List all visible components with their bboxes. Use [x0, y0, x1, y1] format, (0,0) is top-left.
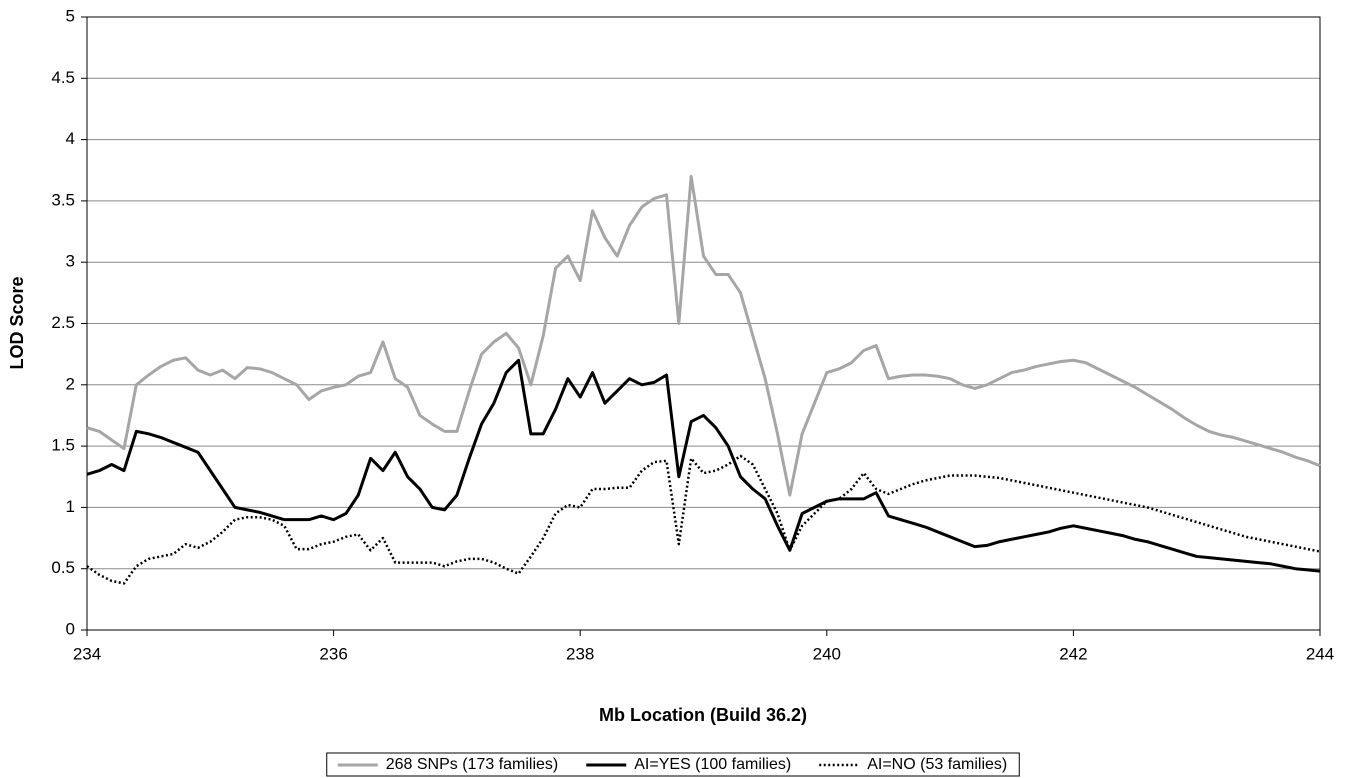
- y-tick-label: 1.5: [51, 436, 75, 455]
- x-tick-label: 240: [813, 644, 841, 663]
- y-tick-label: 0.5: [51, 558, 75, 577]
- x-tick-label: 236: [319, 644, 347, 663]
- y-tick-label: 2: [66, 374, 75, 393]
- y-tick-label: 3.5: [51, 190, 75, 209]
- series-line: [86, 454, 1321, 585]
- legend-box: [326, 752, 1020, 777]
- x-tick-label: 242: [1059, 644, 1087, 663]
- y-tick-label: 1: [66, 497, 75, 516]
- y-tick-label: 3: [66, 252, 75, 271]
- x-axis-title: Mb Location (Build 36.2): [599, 705, 807, 725]
- y-tick-label: 4.5: [51, 68, 75, 87]
- y-tick-label: 4: [66, 129, 75, 148]
- legend-label: AI=YES (100 families): [634, 756, 791, 773]
- x-tick-label: 244: [1306, 644, 1334, 663]
- legend-label: 268 SNPs (173 families): [386, 756, 559, 773]
- plot-frame: [86, 16, 1321, 631]
- legend-label: AI=NO (53 families): [867, 756, 1007, 773]
- x-tick-label: 234: [73, 644, 101, 663]
- y-tick-label: 5: [66, 6, 75, 25]
- y-tick-label: 0: [66, 619, 75, 638]
- y-axis-title: LOD Score: [7, 276, 27, 369]
- y-tick-label: 2.5: [51, 313, 75, 332]
- x-tick-label: 238: [566, 644, 594, 663]
- series-line: [86, 174, 1321, 497]
- legend: 268 SNPs (173 families) AI=YES (100 famil…: [326, 752, 1020, 777]
- series-line: [86, 358, 1321, 573]
